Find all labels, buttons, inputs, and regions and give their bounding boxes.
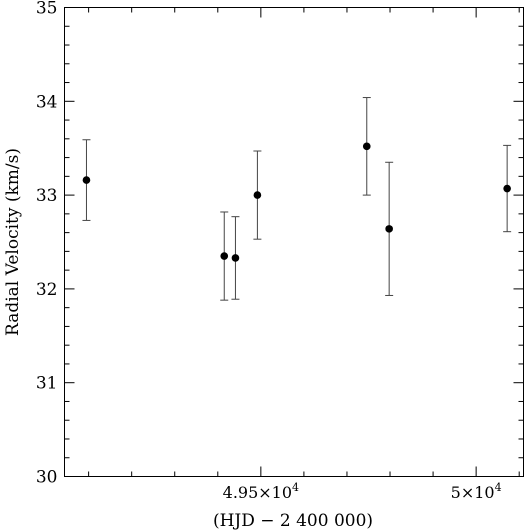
data-point <box>82 139 91 221</box>
data-point <box>503 144 512 233</box>
x-axis-ticks: 4.95×104 5×104 <box>88 7 520 502</box>
data-marker <box>362 142 371 151</box>
data-marker <box>82 176 91 184</box>
data-point <box>385 161 394 296</box>
data-marker <box>231 254 240 262</box>
x-tick-label: 4.95×104 <box>223 481 299 502</box>
x-axis-label: (HJD − 2 400 000) <box>213 511 373 531</box>
y-axis-ticks: 30 31 32 33 34 35 <box>36 0 524 488</box>
y-axis-label: Radial Velocity (km/s) <box>3 148 23 336</box>
data-marker <box>220 252 229 260</box>
y-tick-label: 35 <box>36 0 58 19</box>
data-marker <box>253 191 262 199</box>
data-points <box>82 97 512 301</box>
data-point <box>231 216 240 300</box>
x-tick-label: 5×104 <box>451 481 502 502</box>
y-tick-label: 33 <box>36 186 58 206</box>
y-tick-label: 32 <box>36 280 58 300</box>
data-point <box>253 150 262 240</box>
y-tick-label: 34 <box>36 92 58 112</box>
data-marker <box>503 184 511 193</box>
plot-frame <box>64 7 524 477</box>
y-tick-label: 30 <box>36 468 58 488</box>
y-tick-label: 31 <box>36 374 58 394</box>
data-marker <box>385 225 393 233</box>
data-point <box>220 211 229 301</box>
data-point <box>362 97 371 196</box>
